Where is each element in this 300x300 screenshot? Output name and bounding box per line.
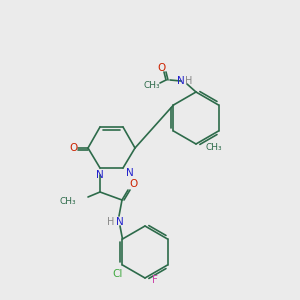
- Text: O: O: [157, 63, 165, 73]
- Text: CH₃: CH₃: [144, 80, 160, 89]
- Text: H: H: [185, 76, 193, 86]
- Text: CH₃: CH₃: [59, 197, 76, 206]
- Text: N: N: [96, 170, 104, 180]
- Text: N: N: [126, 168, 134, 178]
- Text: O: O: [129, 179, 137, 189]
- Text: N: N: [116, 217, 124, 227]
- Text: O: O: [69, 143, 77, 153]
- Text: Cl: Cl: [112, 269, 123, 279]
- Text: N: N: [177, 76, 185, 86]
- Text: H: H: [107, 217, 115, 227]
- Text: F: F: [152, 275, 158, 285]
- Text: CH₃: CH₃: [205, 142, 222, 152]
